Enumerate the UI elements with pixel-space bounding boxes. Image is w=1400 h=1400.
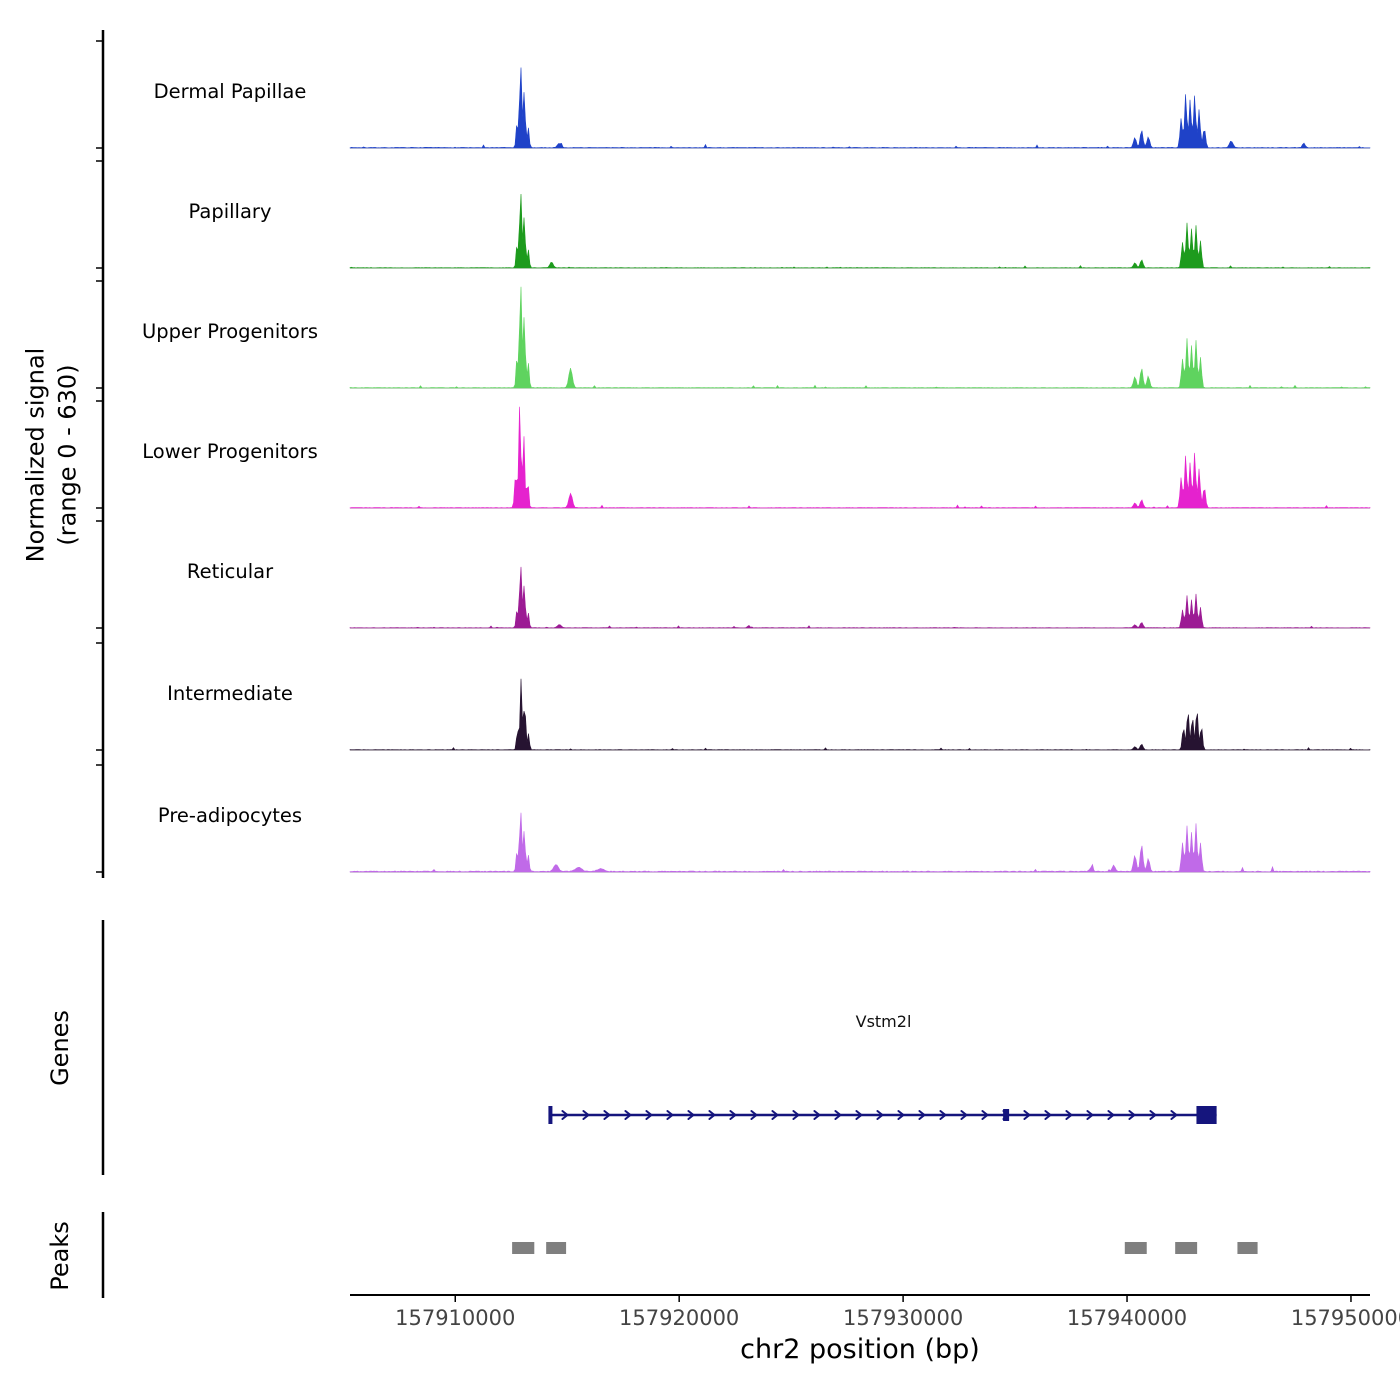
strand-arrow-icon [960, 1110, 969, 1120]
strand-arrow-icon [897, 1110, 906, 1120]
track-label: Upper Progenitors [141, 320, 319, 343]
strand-arrow-icon [876, 1110, 885, 1120]
signal-area-3 [349, 406, 1371, 509]
strand-arrow-icon [708, 1110, 717, 1120]
strand-arrow-icon [561, 1110, 570, 1120]
signal-area-6 [349, 812, 1371, 873]
track-label: Pre-adipocytes [157, 804, 303, 827]
signal-area-2 [349, 286, 1371, 389]
peak-call [546, 1242, 567, 1254]
peak-call [1124, 1242, 1147, 1254]
strand-arrow-icon [729, 1110, 738, 1120]
strand-arrow-icon [1086, 1110, 1095, 1120]
y-axis-label-line1: Normalized signal [21, 347, 50, 563]
strand-arrow-icon [1149, 1110, 1158, 1120]
strand-arrow-icon [687, 1110, 696, 1120]
x-tick-label: 157950000 [1290, 1306, 1400, 1330]
strand-arrow-icon [771, 1110, 780, 1120]
gene-glyph [548, 1106, 1217, 1124]
genes-section-label: Genes [46, 1010, 74, 1086]
axes-layer [96, 30, 1370, 1302]
y-axis-label: Normalized signal (range 0 - 630) [20, 348, 83, 563]
strand-arrow-icon [603, 1110, 612, 1120]
gene-name-label: Vstm2l [855, 1012, 912, 1031]
peaks-section-label: Peaks [46, 1221, 74, 1291]
x-tick-label: 157920000 [619, 1306, 740, 1330]
peak-call [512, 1242, 535, 1254]
signal-area-5 [349, 678, 1371, 751]
track-label: Lower Progenitors [142, 440, 318, 463]
x-tick-label: 157930000 [842, 1306, 964, 1330]
strand-arrow-icon [645, 1110, 654, 1120]
peak-calls-layer [512, 1242, 1258, 1254]
strand-arrow-icon [855, 1110, 864, 1120]
track-label: Dermal Papillae [153, 80, 307, 103]
strand-arrow-icon [1023, 1110, 1032, 1120]
strand-arrow-icon [939, 1110, 948, 1120]
gene-end-exon [1196, 1106, 1217, 1124]
signal-area-1 [349, 193, 1371, 269]
strand-arrow-icon [813, 1110, 822, 1120]
signal-area-4 [349, 566, 1371, 629]
strand-arrow-icon [792, 1110, 801, 1120]
track-label: Intermediate [167, 682, 293, 705]
strand-arrow-icon [1128, 1110, 1137, 1120]
signal-area-0 [349, 67, 1371, 149]
x-tick-label: 157940000 [1066, 1306, 1188, 1330]
strand-arrow-icon [834, 1110, 843, 1120]
strand-arrow-icon [981, 1110, 990, 1120]
gene-start-exon [548, 1106, 553, 1124]
x-tick-label: 157910000 [395, 1306, 516, 1330]
strand-arrow-icon [1107, 1110, 1116, 1120]
signal-tracks-layer [349, 67, 1371, 873]
track-label: Papillary [188, 200, 272, 223]
strand-arrow-icon [750, 1110, 759, 1120]
strand-arrow-icon [624, 1110, 633, 1120]
strand-arrow-icon [918, 1110, 927, 1120]
x-axis-title: chr2 position (bp) [740, 1334, 980, 1365]
strand-arrow-icon [666, 1110, 675, 1120]
peak-call [1237, 1242, 1258, 1254]
peak-call [1175, 1242, 1198, 1254]
strand-arrow-icon [1044, 1110, 1053, 1120]
strand-arrow-icon [1065, 1110, 1074, 1120]
gene-mid-exon [1003, 1109, 1010, 1121]
strand-arrow-icon [1170, 1110, 1179, 1120]
strand-arrow-icon [582, 1110, 591, 1120]
track-label: Reticular [186, 560, 274, 583]
y-axis-label-line2: (range 0 - 630) [53, 364, 81, 546]
